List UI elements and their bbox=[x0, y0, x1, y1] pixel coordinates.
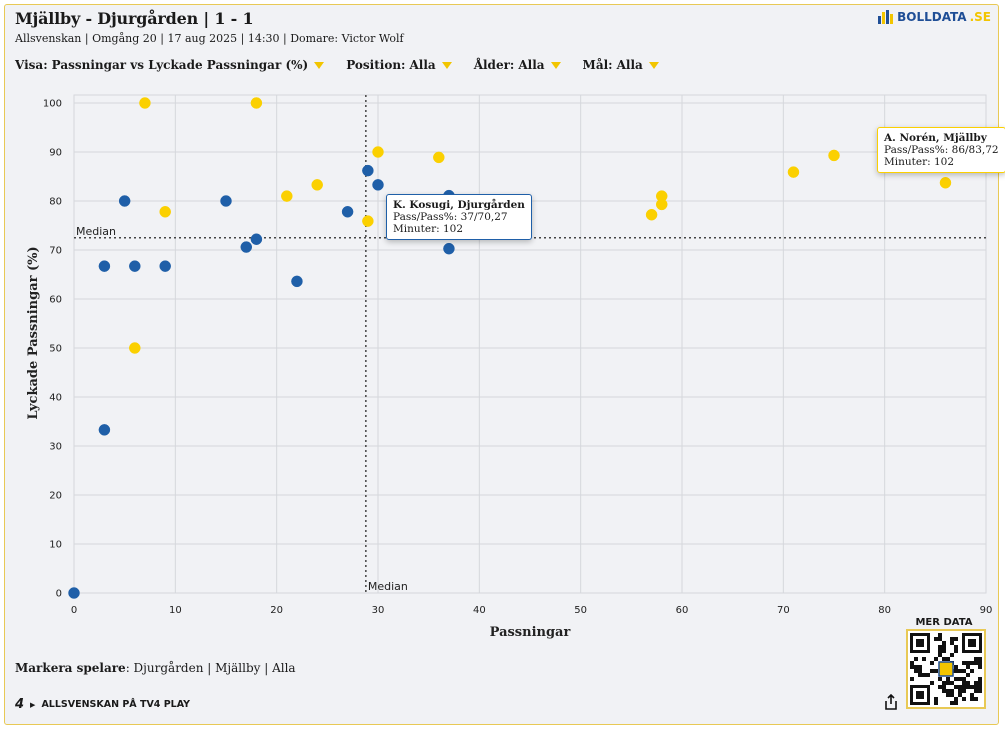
data-point[interactable] bbox=[159, 206, 171, 218]
data-point[interactable] bbox=[291, 275, 303, 288]
data-point[interactable] bbox=[362, 215, 374, 227]
caret-down-icon bbox=[550, 61, 561, 69]
data-point[interactable] bbox=[250, 233, 263, 245]
filter-visa[interactable]: Visa: Passningar vs Lyckade Passningar (… bbox=[15, 58, 325, 72]
y-tick-label: 10 bbox=[49, 540, 62, 551]
median-y-label: Median bbox=[76, 225, 116, 238]
filter-alder[interactable]: Ålder: Alla bbox=[474, 58, 561, 72]
tv4-play-link[interactable]: 4 ▶ ALLSVENSKAN PÅ TV4 PLAY bbox=[15, 697, 190, 712]
x-tick-label: 20 bbox=[270, 605, 283, 616]
y-tick-label: 60 bbox=[49, 295, 62, 306]
data-point[interactable] bbox=[98, 260, 111, 272]
y-tick-label: 0 bbox=[56, 589, 62, 600]
tooltip-player-name: K. Kosugi, Djurgården bbox=[393, 199, 525, 211]
data-point[interactable] bbox=[220, 195, 232, 207]
x-axis-label: Passningar bbox=[490, 625, 571, 640]
share-icon[interactable] bbox=[884, 694, 898, 710]
x-tick-label: 10 bbox=[169, 605, 182, 616]
logo-suffix: .SE bbox=[969, 10, 991, 24]
data-point[interactable] bbox=[159, 260, 171, 272]
data-point[interactable] bbox=[281, 190, 293, 202]
data-point[interactable] bbox=[828, 149, 840, 162]
filter-value: Passningar vs Lyckade Passningar (%) bbox=[51, 58, 309, 72]
data-point[interactable] bbox=[240, 241, 253, 253]
x-tick-label: 30 bbox=[372, 605, 385, 616]
data-point[interactable] bbox=[98, 424, 111, 436]
data-point[interactable] bbox=[341, 206, 354, 218]
plot-area bbox=[73, 94, 987, 594]
y-axis-label: Lyckade Passningar (%) bbox=[26, 246, 41, 419]
x-tick-label: 60 bbox=[676, 605, 689, 616]
data-point[interactable] bbox=[250, 97, 263, 109]
y-tick-label: 80 bbox=[49, 197, 62, 208]
data-point[interactable] bbox=[129, 260, 141, 272]
filter-value: Alla bbox=[409, 58, 436, 72]
chart-card bbox=[4, 4, 999, 725]
filter-label: Position: bbox=[346, 58, 406, 72]
data-point[interactable] bbox=[129, 342, 141, 354]
caret-down-icon bbox=[314, 61, 325, 69]
tv4-text: ALLSVENSKAN PÅ TV4 PLAY bbox=[41, 699, 191, 710]
x-tick-label: 50 bbox=[574, 605, 587, 616]
data-point[interactable] bbox=[362, 164, 374, 177]
filter-label: Visa: bbox=[15, 58, 48, 72]
x-tick-label: 40 bbox=[473, 605, 486, 616]
bolldata-logo[interactable]: BOLLDATA .SE bbox=[878, 10, 991, 24]
data-point[interactable] bbox=[443, 242, 455, 255]
y-tick-label: 40 bbox=[49, 393, 62, 404]
data-point[interactable] bbox=[645, 208, 658, 221]
data-point[interactable] bbox=[939, 177, 952, 189]
filter-value: Alla bbox=[518, 58, 545, 72]
logo-bars-icon bbox=[878, 10, 894, 24]
mer-data-label: MER DATA bbox=[915, 617, 973, 628]
y-tick-label: 30 bbox=[49, 442, 62, 453]
filter-mal[interactable]: Mål: Alla bbox=[583, 58, 659, 72]
qr-code-icon[interactable] bbox=[906, 629, 986, 709]
logo-text: BOLLDATA bbox=[897, 10, 967, 24]
data-point[interactable] bbox=[655, 190, 668, 202]
x-tick-label: 80 bbox=[878, 605, 891, 616]
y-tick-label: 100 bbox=[43, 99, 62, 110]
highlight-label: Markera spelare bbox=[15, 661, 126, 675]
filter-label: Mål: bbox=[582, 58, 613, 72]
tooltip-pass-stats: Pass/Pass%: 37/70,27 bbox=[393, 211, 508, 223]
filter-bar: Visa: Passningar vs Lyckade Passningar (… bbox=[15, 58, 659, 72]
y-tick-label: 50 bbox=[49, 344, 62, 355]
data-point[interactable] bbox=[139, 97, 151, 109]
data-point[interactable] bbox=[787, 166, 800, 178]
tooltip-pass-stats: Pass/Pass%: 86/83,72 bbox=[884, 144, 999, 156]
filter-value: Alla bbox=[616, 58, 643, 72]
data-point[interactable] bbox=[311, 179, 323, 191]
y-tick-label: 70 bbox=[49, 246, 62, 257]
highlight-players: Markera spelare: Djurgården | Mjällby | … bbox=[15, 661, 296, 675]
tooltip-minutes: Minuter: 102 bbox=[393, 223, 464, 235]
caret-down-icon bbox=[441, 61, 452, 69]
highlight-all[interactable]: Alla bbox=[272, 661, 296, 675]
player-tooltip: A. Norén, Mjällby Pass/Pass%: 86/83,72 Min… bbox=[877, 127, 1005, 173]
page-title: Mjällby - Djurgården | 1 - 1 bbox=[15, 9, 254, 28]
data-point[interactable] bbox=[118, 195, 131, 207]
match-subtitle: Allsvenskan | Omgång 20 | 17 aug 2025 | … bbox=[15, 32, 404, 45]
x-tick-label: 0 bbox=[71, 605, 77, 616]
x-tick-label: 70 bbox=[777, 605, 790, 616]
data-point[interactable] bbox=[433, 151, 445, 164]
player-tooltip: K. Kosugi, Djurgården Pass/Pass%: 37/70,2… bbox=[386, 194, 532, 240]
data-point[interactable] bbox=[372, 146, 384, 158]
play-arrow-icon: ▶ bbox=[30, 700, 36, 709]
tooltip-player-name: A. Norén, Mjällby bbox=[884, 132, 987, 144]
tv4-logo-icon: 4 bbox=[15, 697, 25, 712]
median-x-label: Median bbox=[368, 580, 408, 593]
x-tick-label: 90 bbox=[980, 605, 993, 616]
filter-label: Ålder: bbox=[473, 58, 515, 72]
filter-position[interactable]: Position: Alla bbox=[346, 58, 452, 72]
data-point[interactable] bbox=[68, 587, 80, 599]
data-point[interactable] bbox=[372, 179, 384, 191]
y-tick-label: 90 bbox=[49, 148, 62, 159]
highlight-mjallby[interactable]: Mjällby bbox=[215, 661, 261, 675]
caret-down-icon bbox=[648, 61, 659, 69]
highlight-djurgarden[interactable]: Djurgården bbox=[133, 661, 204, 675]
y-tick-label: 20 bbox=[49, 491, 62, 502]
tooltip-minutes: Minuter: 102 bbox=[884, 156, 955, 168]
